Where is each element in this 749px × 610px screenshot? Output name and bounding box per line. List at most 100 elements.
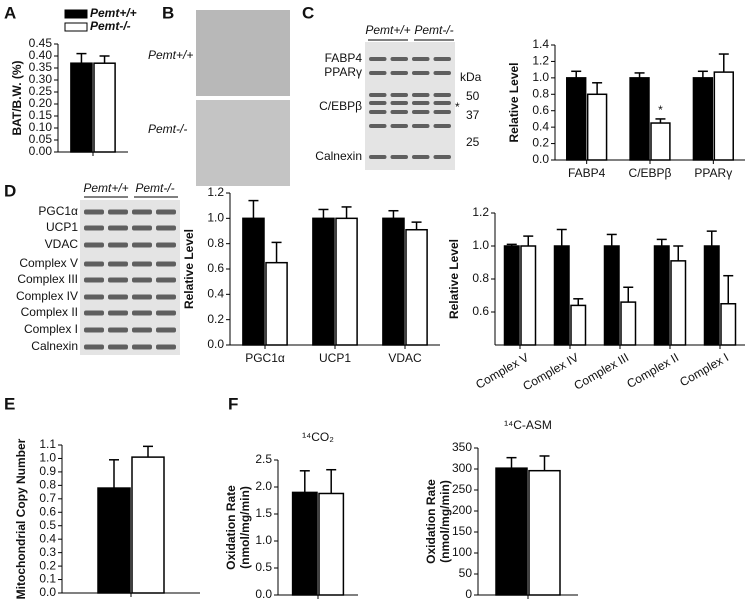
blot-band [433,93,451,97]
x-tick-label: Complex I [677,350,731,389]
y-tick-label: 150 [452,524,472,538]
bar [692,77,714,161]
y-tick-label: 0.5 [39,518,56,532]
blot-band [156,242,176,248]
blot-band [390,93,408,97]
y-tick-label: 0.0 [207,337,224,351]
genotype-label: Pemt-/- [414,23,453,37]
y-tick-label: 0.40 [29,48,53,62]
y-tick-label: 350 [452,440,472,454]
y-tick-label: 1.2 [207,185,224,199]
bar [713,71,734,161]
blot-band [132,294,152,300]
blot-band [433,155,451,159]
panel-label: C [302,3,314,22]
y-axis-label: Oxidation Rate [424,479,438,564]
bar [703,245,720,346]
x-tick-label: VDAC [388,351,422,365]
blot-band [108,277,128,283]
y-tick-label: 100 [452,545,472,559]
bar [265,261,288,346]
blot-band [412,93,430,97]
y-tick-label: 0.05 [29,132,53,146]
blot-band [108,310,128,316]
protein-label: Complex I [24,322,78,336]
protein-label: Calnexin [31,339,78,353]
blot-band [412,124,430,128]
bar [503,245,520,346]
blot-band [156,294,176,300]
bar [553,245,570,346]
bar [495,467,528,596]
bar [382,217,405,346]
y-tick-label: 1.5 [255,506,272,520]
bar [242,217,265,346]
blot-band [433,110,451,114]
genotype-label: Pemt+/+ [148,48,193,62]
y-tick-label: 0.8 [207,236,224,250]
y-tick-label: 1.4 [532,37,549,51]
blot-band [390,101,408,105]
blot-band [369,101,387,105]
y-tick-label: 0.0 [39,585,56,599]
blot-band [390,71,408,75]
y-tick-label: 0.2 [39,558,56,572]
y-tick-label: 200 [452,503,472,517]
bar [97,487,131,594]
y-tick-label: 0.2 [532,136,549,150]
y-tick-label: 0.30 [29,72,53,86]
y-axis-label: (nmol/mg/min) [438,480,452,563]
marker-label: 50 [466,89,480,103]
genotype-label: Pemt+/+ [83,181,128,195]
marker-label: kDa [460,70,482,84]
blot-band [84,261,104,267]
blot-band [132,242,152,248]
blot-band [412,110,430,114]
histology-image [196,100,290,186]
protein-label: PPARγ [324,65,362,79]
y-tick-label: 0.20 [29,96,53,110]
y-tick-label: 1.2 [532,54,549,68]
blot-band [84,277,104,283]
y-axis-label: Mitochondrial Copy Number [14,438,28,599]
x-tick-label: C/EBPβ [629,166,672,180]
blot-band [84,310,104,316]
y-tick-label: 0.3 [39,545,56,559]
legend-swatch [64,22,88,32]
protein-label: Complex III [17,272,78,286]
bar [586,93,608,161]
y-tick-label: 1.0 [207,211,224,225]
bar [650,122,671,161]
blot-band [108,209,128,215]
legend-label: Pemt+/+ [90,6,137,20]
bar [566,77,587,161]
panel-label: E [4,394,15,413]
y-axis-label: Relative Level [447,239,461,319]
blot-band [132,344,152,350]
blot-band [156,327,176,333]
bar [335,217,358,346]
y-tick-label: 2.5 [255,452,272,466]
y-tick-label: 0.1 [39,572,56,586]
bar [670,260,687,346]
blot-band [412,101,430,105]
bar [570,304,587,346]
panel-label: A [4,3,16,22]
y-axis-label: Relative Level [507,62,521,142]
genotype-label: Pemt-/- [148,122,187,136]
protein-label: FABP4 [325,51,363,65]
protein-label: PGC1α [38,204,78,218]
blot-band [369,57,387,61]
y-tick-label: 50 [459,566,473,580]
y-tick-label: 0.6 [39,504,56,518]
blot-band [433,71,451,75]
protein-label: Complex II [21,305,78,319]
y-tick-label: 2.0 [255,479,272,493]
y-tick-label: 0.6 [472,304,489,318]
blot-band [390,57,408,61]
marker-label: 25 [466,135,480,149]
y-tick-label: 0.4 [207,287,224,301]
blot-band [412,71,430,75]
bar [93,62,116,153]
blot-band [369,155,387,159]
